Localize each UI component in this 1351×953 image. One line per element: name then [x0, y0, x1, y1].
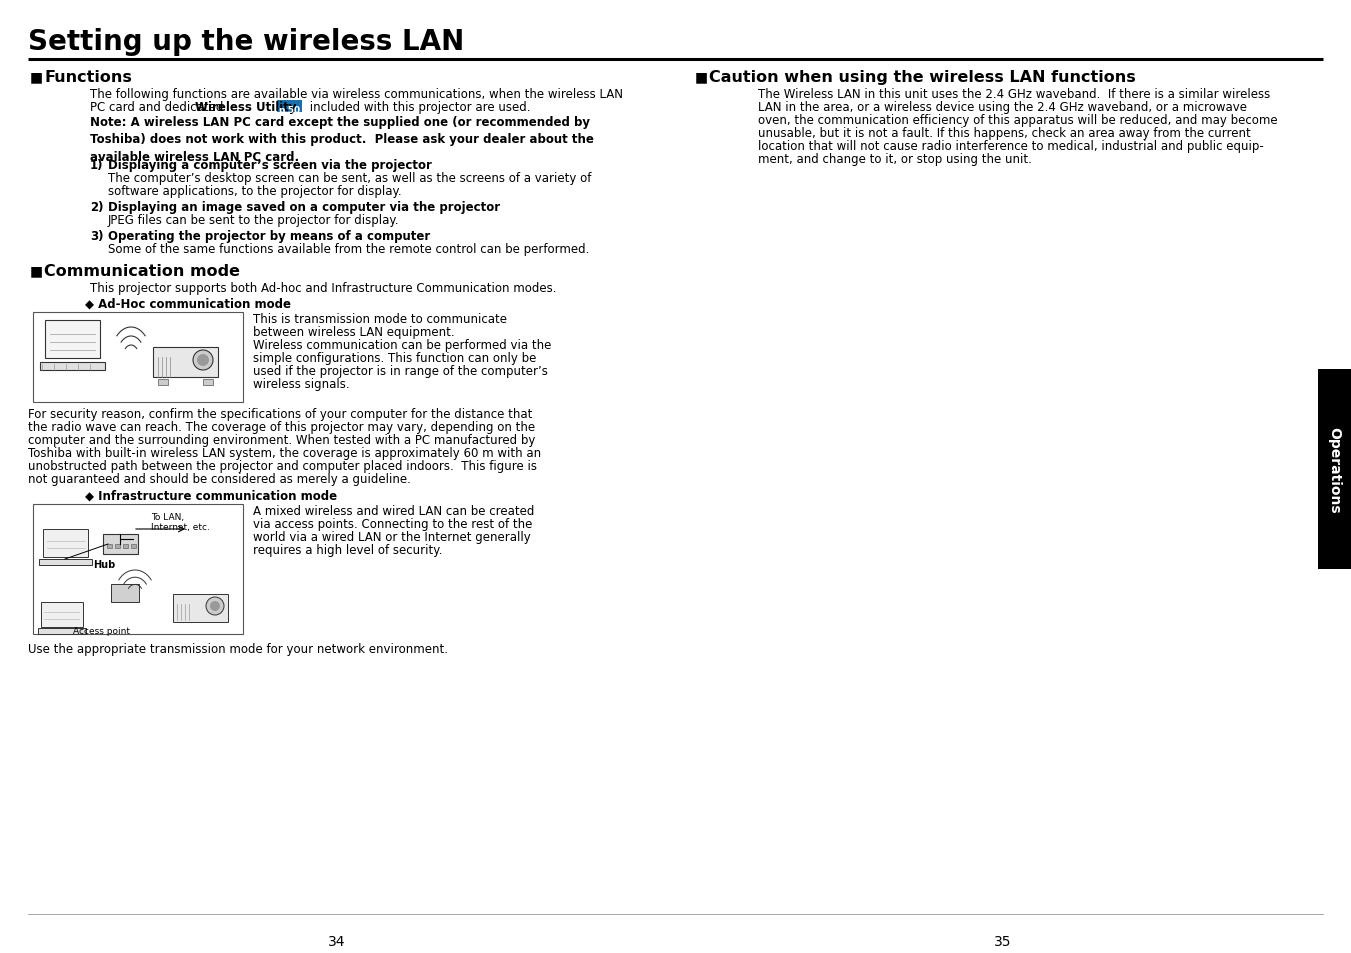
Text: ■: ■	[694, 70, 708, 84]
Text: software applications, to the projector for display.: software applications, to the projector …	[108, 185, 401, 198]
Text: ◆ Ad-Hoc communication mode: ◆ Ad-Hoc communication mode	[85, 297, 290, 311]
Text: A mixed wireless and wired LAN can be created: A mixed wireless and wired LAN can be cr…	[253, 504, 535, 517]
Text: between wireless LAN equipment.: between wireless LAN equipment.	[253, 326, 455, 338]
Text: LAN in the area, or a wireless device using the 2.4 GHz waveband, or a microwave: LAN in the area, or a wireless device us…	[758, 101, 1247, 113]
Bar	[1319, 370, 1351, 569]
Bar	[43, 530, 88, 558]
Text: 35: 35	[994, 934, 1012, 948]
Bar	[153, 348, 218, 377]
Text: Communication mode: Communication mode	[45, 264, 240, 278]
Text: Access point: Access point	[73, 626, 130, 636]
Text: location that will not cause radio interference to medical, industrial and publi: location that will not cause radio inter…	[758, 140, 1263, 152]
Text: Wireless Utility: Wireless Utility	[195, 101, 296, 113]
Circle shape	[197, 355, 209, 367]
Text: Operating the projector by means of a computer: Operating the projector by means of a co…	[108, 230, 430, 243]
Text: computer and the surrounding environment. When tested with a PC manufactured by: computer and the surrounding environment…	[28, 434, 535, 447]
Text: via access points. Connecting to the rest of the: via access points. Connecting to the res…	[253, 517, 532, 531]
Bar	[38, 628, 86, 635]
Text: The Wireless LAN in this unit uses the 2.4 GHz waveband.  If there is a similar : The Wireless LAN in this unit uses the 2…	[758, 88, 1270, 101]
Text: Operations: Operations	[1327, 426, 1342, 513]
Text: This is transmission mode to communicate: This is transmission mode to communicate	[253, 313, 507, 326]
Text: Some of the same functions available from the remote control can be performed.: Some of the same functions available fro…	[108, 243, 589, 255]
Text: ■: ■	[30, 264, 43, 277]
Bar	[115, 544, 120, 548]
Text: requires a high level of security.: requires a high level of security.	[253, 543, 442, 557]
Circle shape	[205, 598, 224, 616]
Text: Setting up the wireless LAN: Setting up the wireless LAN	[28, 28, 465, 56]
Text: The computer’s desktop screen can be sent, as well as the screens of a variety o: The computer’s desktop screen can be sen…	[108, 172, 592, 185]
Text: world via a wired LAN or the Internet generally: world via a wired LAN or the Internet ge…	[253, 531, 531, 543]
Bar	[203, 379, 213, 386]
Text: The following functions are available via wireless communications, when the wire: The following functions are available vi…	[91, 88, 623, 101]
Bar	[41, 602, 82, 627]
Bar	[111, 584, 139, 602]
Circle shape	[209, 601, 220, 612]
Text: used if the projector is in range of the computer’s: used if the projector is in range of the…	[253, 365, 549, 377]
Text: Displaying an image saved on a computer via the projector: Displaying an image saved on a computer …	[108, 201, 500, 213]
Bar	[107, 544, 112, 548]
Text: included with this projector are used.: included with this projector are used.	[305, 101, 531, 113]
Bar	[131, 544, 136, 548]
Text: This projector supports both Ad-hoc and Infrastructure Communication modes.: This projector supports both Ad-hoc and …	[91, 282, 557, 294]
Text: 34: 34	[328, 934, 346, 948]
FancyBboxPatch shape	[277, 100, 301, 112]
Text: Hub: Hub	[93, 559, 115, 569]
Text: Note: A wireless LAN PC card except the supplied one (or recommended by
Toshiba): Note: A wireless LAN PC card except the …	[91, 116, 594, 164]
Text: Displaying a computer’s screen via the projector: Displaying a computer’s screen via the p…	[108, 159, 432, 172]
Text: To LAN,: To LAN,	[151, 513, 184, 521]
Text: Use the appropriate transmission mode for your network environment.: Use the appropriate transmission mode fo…	[28, 642, 449, 656]
Text: unusable, but it is not a fault. If this happens, check an area away from the cu: unusable, but it is not a fault. If this…	[758, 127, 1251, 140]
Bar	[32, 313, 243, 402]
Text: Wireless communication can be performed via the: Wireless communication can be performed …	[253, 338, 551, 352]
Text: PC card and dedicated: PC card and dedicated	[91, 101, 227, 113]
Text: p.50: p.50	[278, 106, 300, 115]
Text: Internat, etc.: Internat, etc.	[151, 522, 209, 532]
Bar	[39, 559, 92, 565]
Text: wireless signals.: wireless signals.	[253, 377, 350, 391]
Bar	[45, 320, 100, 358]
Text: ment, and change to it, or stop using the unit.: ment, and change to it, or stop using th…	[758, 152, 1032, 166]
Text: 1): 1)	[91, 159, 104, 172]
Circle shape	[193, 351, 213, 371]
Bar	[41, 363, 105, 371]
Text: 3): 3)	[91, 230, 104, 243]
Text: ■: ■	[30, 70, 43, 84]
Bar	[32, 504, 243, 635]
Text: 2): 2)	[91, 201, 104, 213]
Bar	[123, 544, 128, 548]
Bar	[103, 535, 138, 555]
Text: ◆ Infrastructure communication mode: ◆ Infrastructure communication mode	[85, 490, 338, 502]
Text: For security reason, confirm the specifications of your computer for the distanc: For security reason, confirm the specifi…	[28, 408, 532, 420]
Text: simple configurations. This function can only be: simple configurations. This function can…	[253, 352, 536, 365]
Text: Functions: Functions	[45, 70, 132, 85]
Text: unobstructed path between the projector and computer placed indoors.  This figur: unobstructed path between the projector …	[28, 459, 536, 473]
Text: the radio wave can reach. The coverage of this projector may vary, depending on : the radio wave can reach. The coverage o…	[28, 420, 535, 434]
Text: JPEG files can be sent to the projector for display.: JPEG files can be sent to the projector …	[108, 213, 400, 227]
Text: oven, the communication efficiency of this apparatus will be reduced, and may be: oven, the communication efficiency of th…	[758, 113, 1278, 127]
Text: not guaranteed and should be considered as merely a guideline.: not guaranteed and should be considered …	[28, 473, 411, 485]
Text: Caution when using the wireless LAN functions: Caution when using the wireless LAN func…	[709, 70, 1136, 85]
Bar	[173, 595, 228, 622]
Bar	[158, 379, 168, 386]
Text: Toshiba with built-in wireless LAN system, the coverage is approximately 60 m wi: Toshiba with built-in wireless LAN syste…	[28, 447, 542, 459]
